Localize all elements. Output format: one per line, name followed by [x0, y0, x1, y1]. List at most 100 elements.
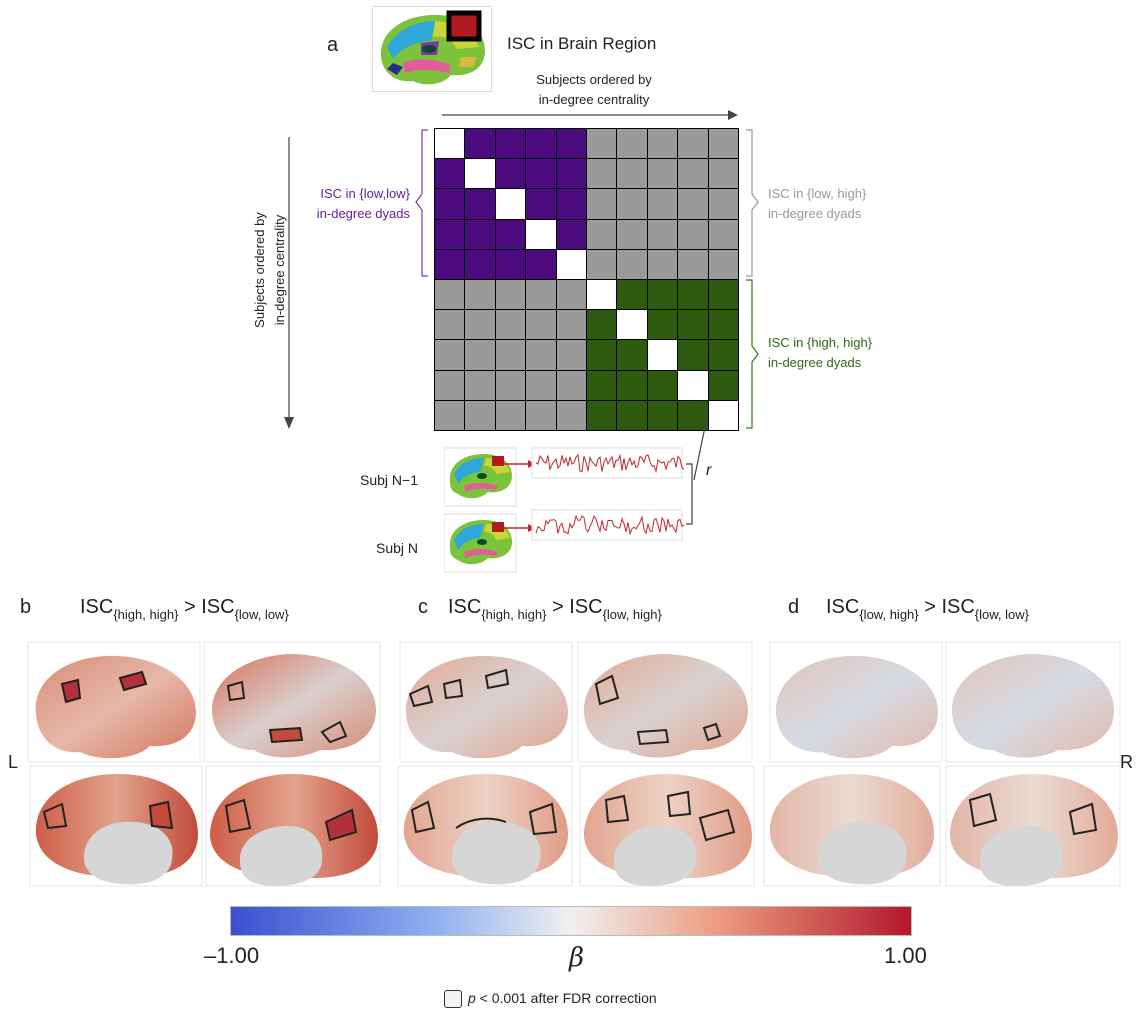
matrix-cell-low-high [586, 188, 618, 220]
panel-c-gt: > [551, 596, 564, 618]
matrix-cell-low-high [525, 399, 557, 431]
matrix-cell-low-low [464, 248, 496, 280]
label-high-high: ISC in {high, high} in-degree dyads [768, 333, 918, 373]
matrix-cell-low-high [646, 248, 679, 280]
matrix-cell-low-high [555, 309, 587, 341]
label-low-low: ISC in {low,low} in-degree dyads [290, 184, 410, 224]
matrix-cell-low-high [616, 158, 648, 190]
label-low-high-1: ISC in {low, high} [768, 186, 867, 201]
panel-b-left-medial [29, 765, 203, 887]
matrix-cell-high-high [616, 399, 648, 431]
matrix-cell-low-high [555, 339, 587, 371]
matrix-cell-high-high [616, 279, 648, 311]
brain-surface-grid [27, 641, 1121, 887]
matrix-cell-low-low [464, 218, 496, 250]
matrix-cell-low-high [555, 279, 587, 311]
matrix-cell-low-high [464, 399, 496, 431]
left-hemisphere-label: L [8, 752, 19, 772]
matrix-cell-low-high [677, 218, 709, 250]
panel-d-isc1: ISC [826, 596, 860, 618]
panel-d-sub1: {low, high} [859, 607, 919, 622]
label-high-high-1: ISC in {high, high} [768, 335, 873, 350]
panel-b-letter: b [20, 596, 32, 618]
top-axis-line-2: in-degree centrality [538, 92, 650, 107]
matrix-cell-low-high [677, 188, 709, 220]
panel-d-title: ISC{low, high} > ISC{low, low} [826, 596, 1029, 622]
matrix-cell-low-low [464, 188, 496, 220]
matrix-cell-low-low [494, 218, 527, 250]
matrix-cell-low-high [677, 158, 709, 190]
panel-c-right-lateral [577, 641, 753, 763]
panel-d-isc2: ISC [941, 596, 975, 618]
panel-c-title: ISC{high, high} > ISC{low, high} [448, 596, 662, 622]
matrix-cell-high-high [707, 279, 739, 311]
matrix-cell-low-high [646, 128, 679, 160]
matrix-cell-low-high [616, 188, 648, 220]
matrix-cell-high-high [586, 369, 618, 401]
matrix-cell-high-high [677, 279, 709, 311]
matrix-cell-high-high [707, 369, 739, 401]
matrix-cell-low-high [494, 309, 527, 341]
matrix-cell-low-low [525, 128, 557, 160]
matrix-cell-low-high [525, 369, 557, 401]
matrix-cell-low-high [586, 158, 618, 190]
panel-c-letter: c [418, 596, 428, 618]
panel-b-left-lateral [27, 641, 201, 763]
panel-c-left-medial [397, 765, 573, 887]
left-axis-label: Subjects ordered by in-degree centrality [250, 150, 290, 390]
panel-b-right-lateral [203, 641, 381, 763]
panel-b-title: ISC{high, high} > ISC{low, low} [80, 596, 289, 622]
panel-c-right-medial [579, 765, 755, 887]
matrix-cell-low-high [494, 369, 527, 401]
panel-d-left-medial [763, 765, 941, 887]
matrix-cell-low-high [707, 248, 739, 280]
matrix-cell-low-high [616, 248, 648, 280]
left-axis-line-1: Subjects ordered by [252, 212, 267, 328]
subj-n-minus-1-label: Subj N−1 [360, 472, 418, 488]
label-low-high: ISC in {low, high} in-degree dyads [768, 184, 908, 224]
matrix-cell-low-high [494, 339, 527, 371]
matrix-cell-high-high [586, 309, 618, 341]
brain-region-thumbnail [372, 6, 492, 92]
fdr-legend-rest: < 0.001 after FDR correction [475, 990, 657, 1006]
matrix-cell-diagonal [586, 279, 618, 311]
panel-d-sub2: {low, low} [974, 607, 1029, 622]
top-axis-line-1: Subjects ordered by [536, 72, 652, 87]
trace-subj-n-minus-1 [535, 453, 685, 474]
panel-b-right-medial [205, 765, 381, 887]
colorbar-min-label: –1.00 [204, 943, 260, 968]
colorbar-max-label: 1.00 [884, 943, 927, 968]
matrix-cell-low-low [434, 188, 466, 220]
matrix-cell-high-high [646, 369, 679, 401]
matrix-cell-low-high [464, 309, 496, 341]
brace-low-low [415, 129, 428, 277]
matrix-cell-low-high [434, 399, 466, 431]
matrix-cell-high-high [646, 309, 679, 341]
matrix-cell-low-high [586, 218, 618, 250]
matrix-cell-low-high [677, 128, 709, 160]
matrix-cell-high-high [677, 399, 709, 431]
matrix-cell-diagonal [616, 309, 648, 341]
panel-d-right-medial [945, 765, 1121, 887]
matrix-cell-low-high [464, 369, 496, 401]
panel-d-gt: > [924, 596, 936, 618]
matrix-cell-low-low [555, 218, 587, 250]
panel-c-isc1: ISC [448, 596, 482, 618]
matrix-cell-low-low [525, 248, 557, 280]
colorbar [230, 906, 912, 936]
label-high-high-2: in-degree dyads [768, 355, 862, 370]
matrix-cell-low-high [677, 248, 709, 280]
panel-c-isc2: ISC [569, 596, 603, 618]
matrix-cell-low-high [586, 128, 618, 160]
matrix-cell-high-high [707, 339, 739, 371]
label-low-low-2: in-degree dyads [316, 206, 410, 221]
left-axis-line-2: in-degree centrality [272, 214, 287, 326]
matrix-cell-low-high [586, 248, 618, 280]
panel-d-letter: d [788, 596, 800, 618]
matrix-cell-low-high [434, 339, 466, 371]
panel-c-sub2: {low, high} [602, 607, 662, 622]
matrix-cell-low-high [464, 339, 496, 371]
matrix-cell-low-high [555, 369, 587, 401]
panel-b-sub1: {high, high} [113, 607, 179, 622]
matrix-cell-low-low [525, 158, 557, 190]
